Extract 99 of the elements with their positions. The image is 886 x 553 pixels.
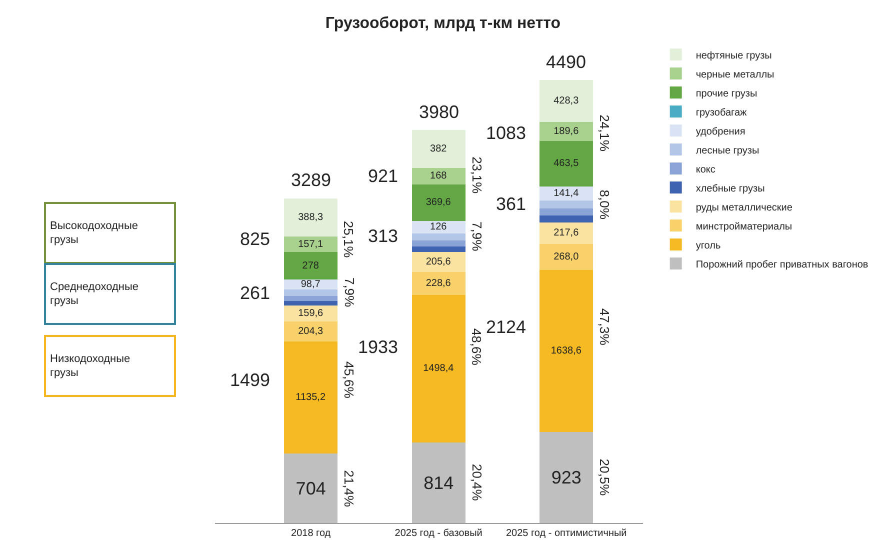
- annotation: 361: [496, 194, 526, 214]
- legend-label: грузобагаж: [696, 107, 748, 118]
- bar: [284, 236, 338, 252]
- data-label: 126: [430, 222, 448, 233]
- legend-label: Порожний пробег приватных вагонов: [696, 259, 868, 270]
- bar: [540, 270, 594, 432]
- x-tick-label: 2025 год - базовый: [394, 528, 482, 539]
- data-label: 141,4: [554, 188, 580, 200]
- annotation: 23,1%: [469, 156, 484, 194]
- legend-label: хлебные грузы: [696, 183, 765, 194]
- bar: [540, 140, 594, 187]
- annotation: 20,4%: [470, 464, 485, 502]
- x-tick-label: 2025 год - оптимистичный: [506, 528, 627, 539]
- bar: [540, 200, 594, 208]
- bar: [284, 252, 338, 280]
- annotation: 48,6%: [469, 328, 484, 366]
- legend-label: черные металлы: [696, 69, 774, 80]
- bar: [284, 198, 338, 237]
- bar: [412, 246, 466, 252]
- bar: [284, 301, 338, 306]
- text: Низкодоходные грузы: [50, 352, 130, 380]
- annotation: 825: [240, 229, 270, 249]
- annotation: 2124: [486, 317, 526, 337]
- legend-label: лесные грузы: [696, 145, 760, 156]
- legend-label: прочие грузы: [696, 88, 758, 100]
- annotation: 261: [240, 283, 270, 303]
- total-label: 3289: [291, 170, 332, 190]
- annotation: 1499: [230, 370, 270, 390]
- annotation: 8,0%: [597, 190, 612, 220]
- annotation: 7,9%: [469, 222, 484, 252]
- bar: [412, 252, 466, 272]
- bar: [540, 208, 594, 216]
- annotation: 47,3%: [596, 308, 612, 346]
- data-label: 428,3: [554, 96, 580, 107]
- data-label: 382: [430, 144, 448, 155]
- total-label: 3980: [419, 102, 460, 122]
- bar: [540, 122, 594, 141]
- bar: [412, 168, 466, 184]
- annotation: 921: [368, 166, 398, 186]
- annotation: 7,9%: [342, 277, 357, 308]
- bar: [540, 215, 594, 222]
- annotation: 313: [368, 226, 398, 246]
- data-label: 189,6: [554, 126, 580, 138]
- annotation: 25,1%: [341, 220, 356, 258]
- data-label: 268,0: [554, 251, 580, 262]
- legend-label: руды металлические: [696, 202, 793, 214]
- bar: [412, 442, 466, 523]
- annotation: 1933: [358, 337, 398, 357]
- legend-label: кокс: [696, 164, 716, 176]
- bar: [284, 341, 338, 454]
- bar: [412, 220, 466, 234]
- data-label: 159,6: [298, 308, 324, 319]
- annotation: 24,1%: [596, 114, 612, 152]
- data-label: 704: [296, 478, 326, 498]
- x-tick-label: 2018 год: [291, 528, 331, 539]
- bar: [284, 296, 338, 302]
- bar: [284, 289, 338, 296]
- bar: [284, 454, 338, 523]
- legend-label: нефтяные грузы: [696, 50, 772, 62]
- chart-title: Грузооборот, млрд т-км нетто: [325, 14, 561, 32]
- annotation: 45,6%: [342, 361, 357, 399]
- data-label: 1638,6: [550, 346, 582, 357]
- data-label: 205,6: [426, 256, 452, 268]
- data-label: 168: [430, 170, 448, 182]
- bar: [412, 294, 466, 443]
- bar: [284, 321, 338, 342]
- bar: [412, 240, 466, 247]
- data-label: 157,1: [298, 238, 324, 250]
- annotation: 21,4%: [341, 470, 356, 508]
- data-label: 228,6: [426, 278, 452, 290]
- data-label: 923: [551, 467, 582, 488]
- data-label: 204,3: [298, 326, 324, 337]
- total-label: 4490: [546, 52, 586, 72]
- data-label: 369,6: [426, 197, 452, 208]
- bar: [412, 233, 466, 241]
- bar: [540, 432, 594, 523]
- text: Высокодоходные грузы: [50, 220, 138, 246]
- bar: [540, 80, 594, 122]
- data-label: 278: [302, 260, 320, 272]
- bar: [412, 184, 466, 221]
- data-label: 463,5: [554, 158, 580, 170]
- bar: [540, 222, 594, 244]
- annotation: 1083: [486, 123, 526, 143]
- legend-label: удобрения: [696, 126, 746, 138]
- data-label: 1135,2: [296, 392, 326, 404]
- data-label: 217,6: [554, 228, 580, 239]
- data-label: 814: [424, 472, 454, 493]
- bar: [540, 186, 594, 201]
- legend-label: уголь: [696, 240, 721, 252]
- text: Среднедоходные грузы: [50, 280, 138, 308]
- annotation: 20,5%: [597, 458, 612, 496]
- legend-label: минстройматериалы: [696, 221, 792, 232]
- data-label: 98,7: [300, 279, 321, 290]
- data-label: 1498,4: [423, 363, 454, 374]
- bar: [412, 130, 466, 168]
- bar: [412, 272, 466, 295]
- bar: [284, 306, 338, 322]
- data-label: 388,3: [298, 212, 324, 224]
- bar: [540, 244, 594, 270]
